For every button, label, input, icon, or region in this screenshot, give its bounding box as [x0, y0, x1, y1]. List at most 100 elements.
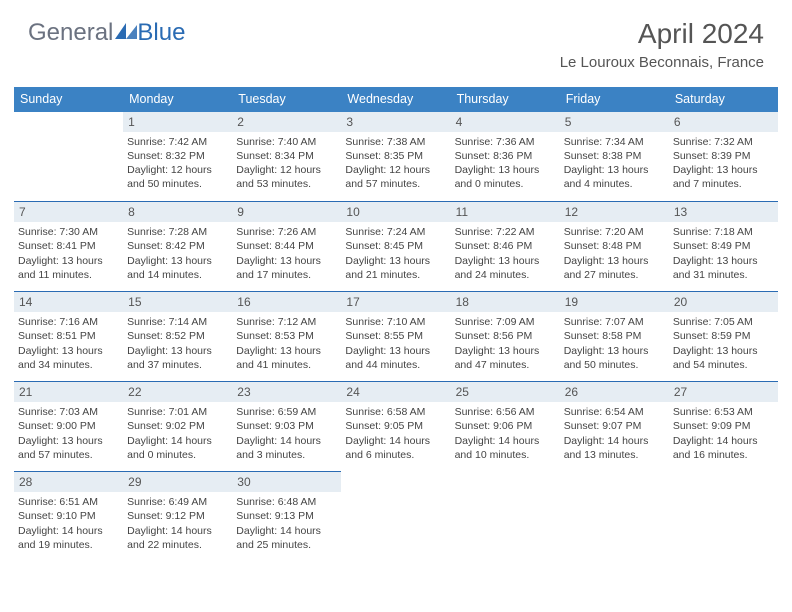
weekday-header: Saturday — [669, 87, 778, 112]
logo-text-2: Blue — [137, 19, 185, 47]
day-number: 9 — [232, 202, 341, 222]
calendar-day-cell: 25 Sunrise: 6:56 AMSunset: 9:06 PMDayligh… — [451, 382, 560, 472]
calendar-day-cell: 3Sunrise: 7:38 AMSunset: 8:35 PMDaylight… — [341, 112, 450, 202]
day-number: 30 — [232, 472, 341, 492]
day-info: Sunrise: 6:48 AMSunset: 9:13 PMDaylight:… — [236, 495, 337, 552]
day-number: 21 — [14, 382, 123, 402]
page-title: April 2024 — [560, 18, 764, 50]
day-number: 2 — [232, 112, 341, 132]
day-number: 11 — [451, 202, 560, 222]
calendar-day-cell: 13Sunrise: 7:18 AMSunset: 8:49 PMDayligh… — [669, 202, 778, 292]
day-number: 7 — [14, 202, 123, 222]
calendar-day-cell: 27Sunrise: 6:53 AMSunset: 9:09 PMDayligh… — [669, 382, 778, 472]
calendar-day-cell: 23 Sunrise: 6:59 AMSunset: 9:03 PMDayligh… — [232, 382, 341, 472]
day-number: 3 — [341, 112, 450, 132]
calendar-day-cell: 2 Sunrise: 7:40 AMSunset: 8:34 PMDaylight… — [232, 112, 341, 202]
day-number: 1 — [123, 112, 232, 132]
day-info: Sunrise: 7:24 AMSunset: 8:45 PMDaylight:… — [345, 225, 446, 282]
calendar-day-cell: 1 Sunrise: 7:42 AMSunset: 8:32 PMDaylight… — [123, 112, 232, 202]
calendar-week-row: 14 Sunrise: 7:16 AMSunset: 8:51 PMDayligh… — [14, 292, 778, 382]
calendar-day-cell: 15 Sunrise: 7:14 AMSunset: 8:52 PMDayligh… — [123, 292, 232, 382]
day-number: 10 — [341, 202, 450, 222]
calendar-day-cell: . — [341, 472, 450, 562]
day-info: Sunrise: 7:28 AMSunset: 8:42 PMDaylight:… — [127, 225, 228, 282]
day-info: Sunrise: 6:58 AMSunset: 9:05 PMDaylight:… — [345, 405, 446, 462]
calendar-day-cell: 6 Sunrise: 7:32 AMSunset: 8:39 PMDaylight… — [669, 112, 778, 202]
day-info: Sunrise: 6:56 AMSunset: 9:06 PMDaylight:… — [455, 405, 556, 462]
calendar-day-cell: 7Sunrise: 7:30 AMSunset: 8:41 PMDaylight… — [14, 202, 123, 292]
calendar-day-cell: 21 Sunrise: 7:03 AMSunset: 9:00 PMDayligh… — [14, 382, 123, 472]
day-number: 27 — [669, 382, 778, 402]
calendar-day-cell: 10 Sunrise: 7:24 AMSunset: 8:45 PMDayligh… — [341, 202, 450, 292]
day-info: Sunrise: 7:20 AMSunset: 8:48 PMDaylight:… — [564, 225, 665, 282]
day-number: 8 — [123, 202, 232, 222]
day-number: 14 — [14, 292, 123, 312]
day-info: Sunrise: 7:16 AMSunset: 8:51 PMDaylight:… — [18, 315, 119, 372]
calendar-day-cell: 14 Sunrise: 7:16 AMSunset: 8:51 PMDayligh… — [14, 292, 123, 382]
location: Le Louroux Beconnais, France — [560, 54, 764, 71]
day-number: 28 — [14, 472, 123, 492]
weekday-header: Monday — [123, 87, 232, 112]
logo: General Blue — [28, 18, 185, 48]
calendar-table: SundayMondayTuesdayWednesdayThursdayFrid… — [14, 87, 778, 562]
calendar-day-cell: . — [560, 472, 669, 562]
weekday-header: Tuesday — [232, 87, 341, 112]
calendar-day-cell: 5Sunrise: 7:34 AMSunset: 8:38 PMDaylight… — [560, 112, 669, 202]
day-info: Sunrise: 7:22 AMSunset: 8:46 PMDaylight:… — [455, 225, 556, 282]
day-info: Sunrise: 6:59 AMSunset: 9:03 PMDaylight:… — [236, 405, 337, 462]
day-number: 6 — [669, 112, 778, 132]
calendar-day-cell: 12 Sunrise: 7:20 AMSunset: 8:48 PMDayligh… — [560, 202, 669, 292]
day-info: Sunrise: 7:03 AMSunset: 9:00 PMDaylight:… — [18, 405, 119, 462]
weekday-header: Wednesday — [341, 87, 450, 112]
day-info: Sunrise: 7:26 AMSunset: 8:44 PMDaylight:… — [236, 225, 337, 282]
day-info: Sunrise: 7:36 AMSunset: 8:36 PMDaylight:… — [455, 135, 556, 192]
day-number: 23 — [232, 382, 341, 402]
header: General Blue April 2024 Le Louroux Becon… — [0, 0, 792, 77]
day-info: Sunrise: 7:42 AMSunset: 8:32 PMDaylight:… — [127, 135, 228, 192]
day-number: 5 — [560, 112, 669, 132]
calendar-week-row: 7Sunrise: 7:30 AMSunset: 8:41 PMDaylight… — [14, 202, 778, 292]
day-number: 13 — [669, 202, 778, 222]
weekday-header-row: SundayMondayTuesdayWednesdayThursdayFrid… — [14, 87, 778, 112]
day-info: Sunrise: 7:09 AMSunset: 8:56 PMDaylight:… — [455, 315, 556, 372]
day-number: 19 — [560, 292, 669, 312]
weekday-header: Sunday — [14, 87, 123, 112]
day-number: 18 — [451, 292, 560, 312]
calendar-day-cell: 18 Sunrise: 7:09 AMSunset: 8:56 PMDayligh… — [451, 292, 560, 382]
day-number: 4 — [451, 112, 560, 132]
weekday-header: Friday — [560, 87, 669, 112]
day-info: Sunrise: 7:14 AMSunset: 8:52 PMDaylight:… — [127, 315, 228, 372]
calendar-day-cell: 11 Sunrise: 7:22 AMSunset: 8:46 PMDayligh… — [451, 202, 560, 292]
calendar-day-cell: 22 Sunrise: 7:01 AMSunset: 9:02 PMDayligh… — [123, 382, 232, 472]
day-number: 20 — [669, 292, 778, 312]
calendar-week-row: 28Sunrise: 6:51 AMSunset: 9:10 PMDayligh… — [14, 472, 778, 562]
day-info: Sunrise: 7:07 AMSunset: 8:58 PMDaylight:… — [564, 315, 665, 372]
calendar-week-row: .1 Sunrise: 7:42 AMSunset: 8:32 PMDayligh… — [14, 112, 778, 202]
day-info: Sunrise: 6:54 AMSunset: 9:07 PMDaylight:… — [564, 405, 665, 462]
day-info: Sunrise: 7:10 AMSunset: 8:55 PMDaylight:… — [345, 315, 446, 372]
day-number: 12 — [560, 202, 669, 222]
day-info: Sunrise: 7:40 AMSunset: 8:34 PMDaylight:… — [236, 135, 337, 192]
day-number: 25 — [451, 382, 560, 402]
calendar-day-cell: 4 Sunrise: 7:36 AMSunset: 8:36 PMDaylight… — [451, 112, 560, 202]
calendar-day-cell: 16Sunrise: 7:12 AMSunset: 8:53 PMDayligh… — [232, 292, 341, 382]
calendar-day-cell: . — [14, 112, 123, 202]
day-number: 26 — [560, 382, 669, 402]
day-number: 29 — [123, 472, 232, 492]
logo-text-1: General — [28, 19, 113, 47]
logo-icon — [115, 18, 137, 46]
weekday-header: Thursday — [451, 87, 560, 112]
day-number: 22 — [123, 382, 232, 402]
calendar-day-cell: 26 Sunrise: 6:54 AMSunset: 9:07 PMDayligh… — [560, 382, 669, 472]
day-info: Sunrise: 7:32 AMSunset: 8:39 PMDaylight:… — [673, 135, 774, 192]
calendar-day-cell: 17Sunrise: 7:10 AMSunset: 8:55 PMDayligh… — [341, 292, 450, 382]
calendar-day-cell: . — [669, 472, 778, 562]
calendar-day-cell: 8 Sunrise: 7:28 AMSunset: 8:42 PMDaylight… — [123, 202, 232, 292]
day-info: Sunrise: 7:12 AMSunset: 8:53 PMDaylight:… — [236, 315, 337, 372]
calendar-day-cell: 24Sunrise: 6:58 AMSunset: 9:05 PMDayligh… — [341, 382, 450, 472]
day-info: Sunrise: 7:05 AMSunset: 8:59 PMDaylight:… — [673, 315, 774, 372]
day-info: Sunrise: 6:49 AMSunset: 9:12 PMDaylight:… — [127, 495, 228, 552]
day-number: 15 — [123, 292, 232, 312]
day-info: Sunrise: 7:01 AMSunset: 9:02 PMDaylight:… — [127, 405, 228, 462]
calendar-day-cell: 20 Sunrise: 7:05 AMSunset: 8:59 PMDayligh… — [669, 292, 778, 382]
